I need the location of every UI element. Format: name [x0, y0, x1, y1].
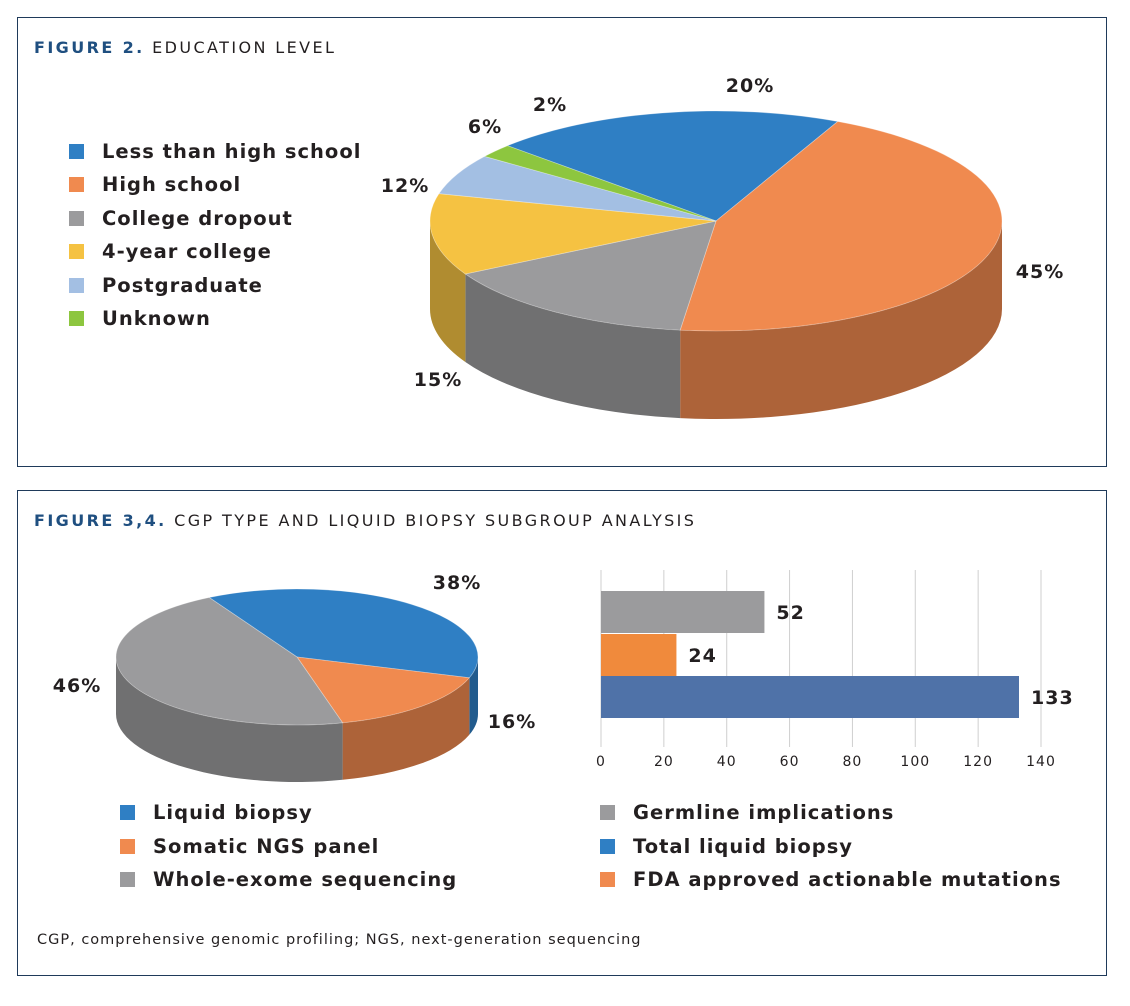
figure2-legend-label-3: 4-year college [102, 240, 272, 264]
figure4-tick-label-7: 140 [1026, 754, 1056, 770]
figure3-legend-item-2: Whole-exome sequencing [120, 868, 457, 891]
figure3-legend-swatch-2 [120, 872, 135, 887]
figure4-tick-label-5: 100 [900, 754, 930, 770]
figure3-legend-label-0: Liquid biopsy [153, 801, 313, 824]
figure4-legend-label-0: Germline implications [633, 801, 895, 824]
figure4-tick-label-1: 20 [654, 754, 674, 770]
figure4-legend-item-1: Total liquid biopsy [600, 835, 853, 858]
figure2-legend-swatch-0 [69, 144, 84, 159]
figure3-legend-label-1: Somatic NGS panel [153, 834, 380, 858]
figure4-value-label-1: 24 [688, 645, 716, 667]
figure4-tick-label-3: 60 [780, 754, 800, 770]
figure4-bar-chart: 0 20 40 60 80 100 120 140 52 24 133 [596, 570, 1074, 770]
figure4-value-label-0: 52 [776, 602, 804, 624]
figure4-legend-item-2: FDA approved actionable mutations [600, 868, 1062, 891]
figure2-legend-label-4: Postgraduate [102, 273, 263, 297]
figure2-pie: 20% 45% 15% 12% 6% 2% [381, 75, 1064, 420]
figure2-legend-item-5: Unknown [69, 307, 211, 330]
figure34-title: FIGURE 3,4. CGP TYPE AND LIQUID BIOPSY S… [34, 511, 696, 530]
figure3-label-2: 46% [53, 675, 101, 697]
figure4-legend-label-2: FDA approved actionable mutations [633, 868, 1062, 891]
figure3-legend-swatch-0 [120, 805, 135, 820]
figure3-legend-item-1: Somatic NGS panel [120, 835, 379, 858]
figure4-bar-1 [601, 634, 677, 676]
figure4-value-label-2: 133 [1031, 687, 1074, 709]
figure3-slice-2 [115, 597, 344, 726]
figure4-tick-label-6: 120 [963, 754, 993, 770]
figure3-slice-1 [296, 656, 471, 724]
figure3-slice-0 [208, 588, 479, 679]
figure2-legend-swatch-4 [69, 277, 84, 293]
figure2-side-2 [465, 273, 681, 419]
figure2-side-3 [430, 221, 466, 362]
figure4-bar-0 [601, 591, 765, 633]
figure4-legend-swatch-0 [600, 805, 615, 820]
figure2-label-4: 6% [468, 116, 502, 138]
figure4-tick-label-0: 0 [596, 754, 606, 770]
figure2-label-0: 20% [726, 75, 774, 97]
figure2-legend-swatch-1 [69, 177, 84, 193]
figure2-slice-3 [429, 193, 717, 275]
figure3-side-2 [116, 657, 343, 782]
figure2-legend-item-3: 4-year college [69, 240, 272, 263]
figure2-title: FIGURE 2. EDUCATION LEVEL [34, 38, 336, 57]
footnote: CGP, comprehensive genomic profiling; NG… [37, 932, 642, 948]
figure2-label-3: 12% [381, 175, 429, 197]
figure3-pie: 38% 16% 46% [53, 572, 536, 782]
figure4-tick-label-2: 40 [717, 754, 737, 770]
figure2-legend-item-2: College dropout [69, 207, 293, 230]
figure2-legend-item-1: High school [69, 173, 241, 196]
figure3-label-0: 38% [433, 572, 481, 594]
figure2-legend-label-5: Unknown [102, 307, 211, 330]
figure4-bar-2 [601, 676, 1019, 718]
figure4-legend-item-0: Germline implications [600, 801, 894, 824]
figure2-legend-label-1: High school [102, 173, 242, 197]
figure2-legend-swatch-5 [69, 311, 84, 326]
figure4-legend-swatch-2 [600, 872, 615, 887]
figure2-slice-4 [438, 155, 717, 222]
figure2-side-1 [680, 221, 1002, 420]
figure2-title-number: FIGURE 2. [34, 38, 145, 57]
figure2-slice-1 [679, 121, 1003, 332]
figure4-legend-swatch-1 [600, 838, 615, 854]
figure3-legend-label-2: Whole-exome sequencing [153, 868, 458, 891]
figure3-legend-item-0: Liquid biopsy [120, 801, 313, 824]
figure3-legend-swatch-1 [120, 838, 135, 854]
figure2-slice-2 [464, 220, 717, 331]
figure2-label-2: 15% [414, 369, 462, 391]
figure2-label-1: 45% [1016, 261, 1064, 283]
figure2-legend-swatch-2 [69, 210, 84, 226]
figure4-legend-label-1: Total liquid biopsy [633, 834, 854, 858]
figure2-legend-item-4: Postgraduate [69, 274, 263, 297]
figure34-title-number: FIGURE 3,4. [34, 511, 167, 530]
figure2-legend-swatch-3 [69, 244, 84, 260]
figure34-title-text: CGP TYPE AND LIQUID BIOPSY SUBGROUP ANAL… [174, 511, 697, 530]
figure2-slice-5 [483, 145, 717, 222]
figure2-title-text: EDUCATION LEVEL [152, 38, 337, 57]
figure2-label-5: 2% [533, 94, 567, 116]
figure2-legend-label-2: College dropout [102, 206, 293, 230]
figure2-slice-0 [506, 110, 839, 222]
figure2-legend-label-0: Less than high school [102, 140, 362, 163]
figure3-label-1: 16% [488, 711, 536, 733]
figure3-side-1 [342, 677, 470, 780]
figure4-tick-label-4: 80 [843, 754, 863, 770]
figure3-side-0 [469, 657, 478, 735]
figure2-legend-item-0: Less than high school [69, 140, 361, 163]
